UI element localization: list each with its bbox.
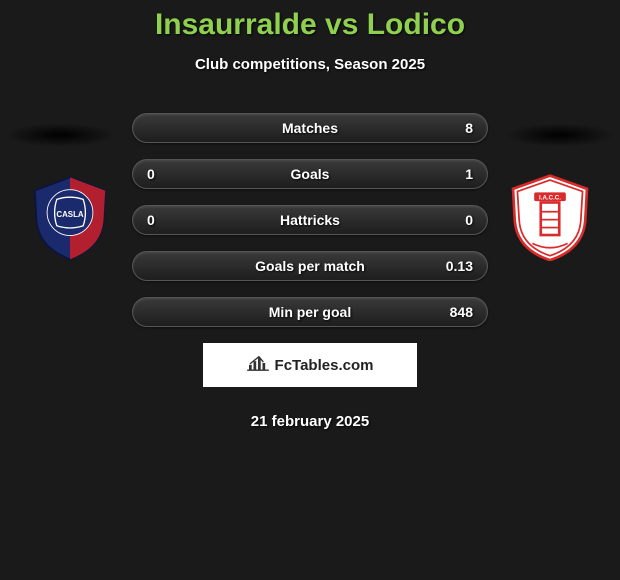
branding-box: FcTables.com (203, 343, 417, 387)
stat-label: Goals per match (193, 258, 427, 274)
stat-left-value: 0 (133, 166, 193, 182)
stats-rows: Matches 8 0 Goals 1 0 Hattricks 0 Goals … (132, 113, 488, 327)
stat-label: Min per goal (193, 304, 427, 320)
stat-left-value: 0 (133, 212, 193, 228)
left-shadow (5, 123, 115, 147)
stat-right-value: 848 (427, 304, 487, 320)
svg-text:I.A.C.C.: I.A.C.C. (539, 194, 561, 201)
stat-right-value: 0.13 (427, 258, 487, 274)
chart-icon (247, 354, 269, 376)
stat-right-value: 1 (427, 166, 487, 182)
date-text: 21 february 2025 (0, 413, 620, 430)
svg-text:CASLA: CASLA (56, 210, 84, 219)
stat-right-value: 8 (427, 120, 487, 136)
stat-label: Goals (193, 166, 427, 182)
right-team-crest-icon: I.A.C.C. (506, 173, 594, 261)
right-shadow (505, 123, 615, 147)
page-title: Insaurralde vs Lodico (0, 8, 620, 42)
stat-label: Matches (193, 120, 427, 136)
stat-row: Matches 8 (132, 113, 488, 143)
subtitle: Club competitions, Season 2025 (0, 56, 620, 73)
branding-text: FcTables.com (275, 357, 374, 374)
stat-label: Hattricks (193, 212, 427, 228)
stat-row: 0 Goals 1 (132, 159, 488, 189)
stat-row: 0 Hattricks 0 (132, 205, 488, 235)
stat-row: Min per goal 848 (132, 297, 488, 327)
comparison-stage: CASLA I.A.C.C. Matches 8 (0, 113, 620, 430)
left-team-crest-icon: CASLA (26, 173, 114, 261)
stat-row: Goals per match 0.13 (132, 251, 488, 281)
stat-right-value: 0 (427, 212, 487, 228)
